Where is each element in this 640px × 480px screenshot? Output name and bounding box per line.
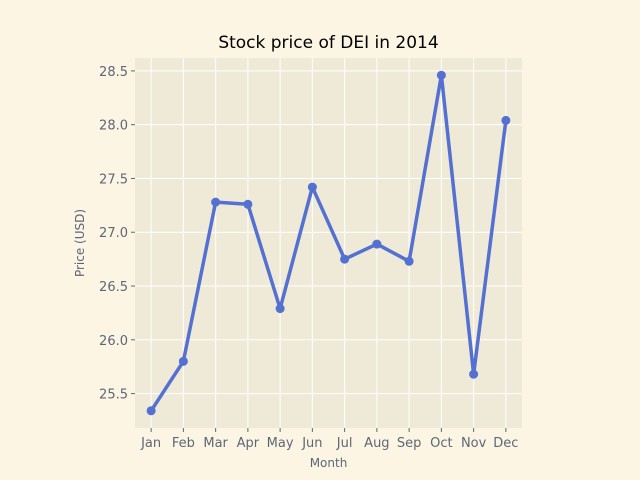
data-point: [243, 199, 253, 209]
x-tick-label: Nov: [461, 436, 487, 451]
data-point: [372, 239, 382, 249]
x-tick-label: May: [267, 436, 294, 451]
x-tick-label: Mar: [203, 436, 228, 451]
y-axis-label: Price (USD): [73, 209, 87, 277]
x-tick-label: Jan: [140, 436, 161, 451]
x-axis-label: Month: [310, 456, 348, 470]
data-point: [404, 256, 414, 266]
series-line: [149, 73, 508, 412]
data-point: [501, 115, 511, 125]
data-point: [275, 304, 285, 314]
y-tick-label: 27.5: [99, 172, 128, 187]
x-tick-label: Jul: [336, 436, 353, 451]
x-tick-label: Jun: [301, 436, 322, 451]
chart-title: Stock price of DEI in 2014: [218, 33, 438, 53]
data-point: [340, 254, 350, 264]
series-layer: [146, 70, 511, 416]
y-tick-label: 26.5: [99, 280, 128, 295]
x-tick-label: Apr: [237, 436, 260, 451]
x-tick-label: Oct: [430, 436, 452, 451]
y-tick-label: 28.0: [99, 119, 128, 134]
y-tick-label: 26.0: [99, 334, 128, 349]
plot-area: [135, 58, 522, 428]
data-point: [178, 356, 188, 366]
data-point: [436, 70, 446, 80]
y-tick-label: 28.5: [99, 65, 128, 80]
data-point: [307, 182, 317, 192]
y-tick-label: 27.0: [99, 226, 128, 241]
data-point: [146, 406, 156, 416]
x-tick-label: Aug: [364, 436, 389, 451]
data-point: [469, 369, 479, 379]
data-point: [211, 197, 221, 207]
x-axis-ticks: Jan Feb Mar Apr May Jun Jul Aug Sep Oct Nov Dec: [140, 428, 518, 451]
x-tick-label: Feb: [172, 436, 195, 451]
x-tick-label: Sep: [397, 436, 422, 451]
y-axis-ticks: 25.5 26.0 26.5 27.0 27.5 28.0 28.5: [99, 65, 135, 403]
y-tick-label: 25.5: [99, 388, 128, 403]
x-tick-label: Dec: [493, 436, 518, 451]
